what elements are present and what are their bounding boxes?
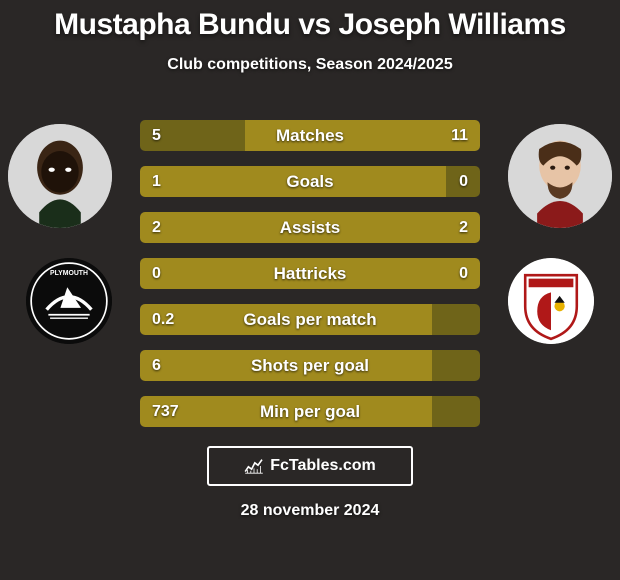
bar-right [446, 166, 480, 197]
page-title: Mustapha Bundu vs Joseph Williams [0, 0, 620, 42]
brand-label: FcTables.com [270, 457, 376, 475]
bar-left [140, 396, 432, 427]
footer-date: 28 november 2024 [241, 502, 380, 520]
brand-spark-icon [244, 458, 264, 474]
stat-row: 511Matches [140, 120, 480, 151]
title-vs: vs [298, 8, 330, 41]
bar-left [140, 120, 245, 151]
bar-right [310, 212, 480, 243]
club-right-badge-icon [508, 258, 594, 344]
stat-row: 00Hattricks [140, 258, 480, 289]
comparison-chart: 511Matches 10Goals 22Assists 00Hattricks 0.2… [140, 120, 480, 442]
player-right-avatar [508, 124, 612, 228]
bar-left [140, 258, 310, 289]
bar-right [310, 258, 480, 289]
title-player-right: Joseph Williams [339, 8, 566, 41]
club-left-badge-icon: PLYMOUTH [26, 258, 112, 344]
subtitle: Club competitions, Season 2024/2025 [0, 56, 620, 74]
bar-right [245, 120, 480, 151]
player-left-avatar [8, 124, 112, 228]
stat-row: 22Assists [140, 212, 480, 243]
stat-row: 737Min per goal [140, 396, 480, 427]
bar-left [140, 212, 310, 243]
stat-row: 6Shots per goal [140, 350, 480, 381]
bar-left [140, 350, 432, 381]
title-player-left: Mustapha Bundu [54, 8, 290, 41]
bar-right [432, 304, 480, 335]
brand-box: FcTables.com [207, 446, 413, 486]
stat-row: 10Goals [140, 166, 480, 197]
stat-row: 0.2Goals per match [140, 304, 480, 335]
svg-text:PLYMOUTH: PLYMOUTH [50, 270, 88, 277]
bar-right [432, 350, 480, 381]
bar-left [140, 166, 446, 197]
bar-left [140, 304, 432, 335]
bar-right [432, 396, 480, 427]
